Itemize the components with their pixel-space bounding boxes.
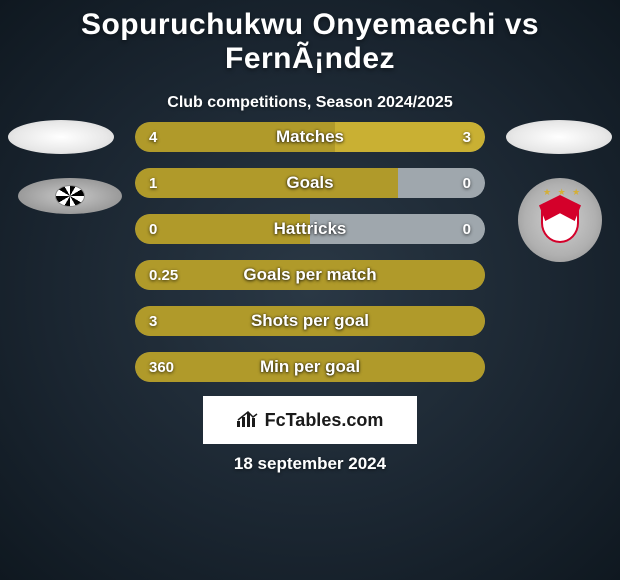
stat-label: Goals xyxy=(135,168,485,198)
player2-club-badge: ★ ★ ★ xyxy=(518,178,602,262)
stat-value-left: 360 xyxy=(149,352,174,382)
stat-value-right: 0 xyxy=(463,214,471,244)
stat-row: Matches4 3 xyxy=(135,122,485,152)
date-text: 18 september 2024 xyxy=(0,454,620,474)
stats-container: Matches43Goals10Hattricks00Goals per mat… xyxy=(135,122,485,398)
content-root: Sopuruchukwu Onyemaechi vs FernÃ¡ndez Cl… xyxy=(0,0,620,580)
stat-label: Goals per match xyxy=(135,260,485,290)
attribution-badge: FcTables.com xyxy=(203,396,417,444)
player1-club-badge xyxy=(18,178,122,214)
stat-label: Hattricks xyxy=(135,214,485,244)
page-title: Sopuruchukwu Onyemaechi vs FernÃ¡ndez xyxy=(0,0,620,76)
chart-icon xyxy=(237,409,259,432)
stat-value-right: 3 xyxy=(463,122,471,152)
stat-value-left: 0 xyxy=(149,214,157,244)
stat-value-left: 4 xyxy=(149,122,157,152)
stat-row: Goals1 0 xyxy=(135,168,485,198)
stat-label: Matches xyxy=(135,122,485,152)
stat-row: Hattricks0 0 xyxy=(135,214,485,244)
club2-crest: ★ ★ ★ xyxy=(535,195,585,245)
stat-row: Goals per match0.25 xyxy=(135,260,485,290)
stat-label: Shots per goal xyxy=(135,306,485,336)
stat-row: Shots per goal3 xyxy=(135,306,485,336)
stat-value-right: 0 xyxy=(463,168,471,198)
stat-value-left: 0.25 xyxy=(149,260,178,290)
attribution-text: FcTables.com xyxy=(265,410,384,431)
stat-value-left: 3 xyxy=(149,306,157,336)
stat-value-left: 1 xyxy=(149,168,157,198)
subtitle: Club competitions, Season 2024/2025 xyxy=(0,94,620,112)
player1-avatar xyxy=(8,120,114,154)
stat-row: Min per goal360 xyxy=(135,352,485,382)
stat-label: Min per goal xyxy=(135,352,485,382)
player2-avatar xyxy=(506,120,612,154)
club1-pattern xyxy=(55,185,85,207)
